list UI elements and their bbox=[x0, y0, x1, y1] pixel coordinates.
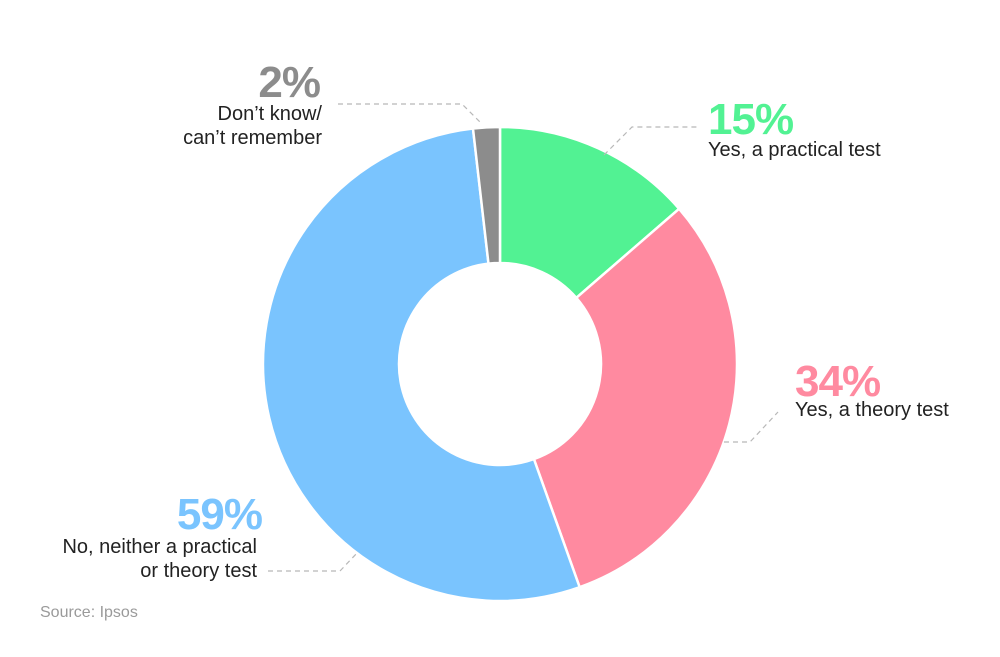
slice-theory bbox=[532, 207, 739, 589]
slice-label-dont-know-pct: 2% bbox=[258, 58, 321, 107]
slice-label-theory-pct: 34% bbox=[795, 357, 881, 406]
leader-line-practical bbox=[603, 126, 700, 156]
slice-neither bbox=[261, 127, 582, 603]
slice-label-theory: Yes, a theory test bbox=[795, 398, 949, 422]
slice-label-neither-line-2: or theory test bbox=[140, 560, 257, 582]
slice-label-neither-line-1: No, neither a practical bbox=[62, 536, 257, 558]
slice-label-dont-know: Don’t know/ can’t remember bbox=[183, 102, 322, 150]
leader-line-neither bbox=[268, 552, 358, 572]
slice-label-practical-line: Yes, a practical test bbox=[708, 139, 881, 161]
slice-label-practical: Yes, a practical test bbox=[708, 138, 881, 162]
slice-dont-know bbox=[471, 125, 502, 266]
slice-label-neither: No, neither a practical or theory test bbox=[62, 535, 257, 583]
source-note: Source: Ipsos bbox=[40, 604, 138, 621]
slice-label-dont-know-line-1: Don’t know/ bbox=[217, 103, 323, 125]
slice-label-theory-line: Yes, a theory test bbox=[795, 399, 949, 421]
slice-label-dont-know-line-2: can’t remember bbox=[183, 127, 322, 149]
slice-label-neither-pct: 59% bbox=[176, 490, 263, 539]
slice-practical bbox=[498, 125, 681, 300]
slice-label-practical-pct: 15% bbox=[708, 95, 794, 144]
leader-line-dont-know bbox=[338, 103, 483, 125]
